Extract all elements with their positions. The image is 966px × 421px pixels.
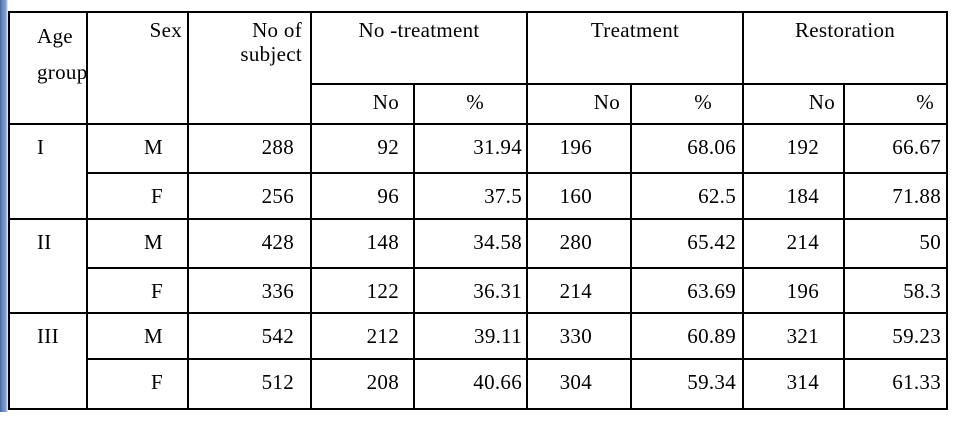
restoration-no-cell: 321 — [742, 312, 846, 360]
restoration-pct-cell: 59.23 — [843, 312, 949, 360]
restoration-pct-cell: 66.67 — [843, 123, 949, 174]
subheader-no-treatment-pct: % — [412, 83, 529, 125]
sex-cell: M — [86, 123, 189, 174]
treatment-no-cell: 196 — [526, 123, 633, 174]
no-treatment-no-cell: 148 — [310, 218, 415, 269]
age-group-cell: III — [8, 312, 88, 410]
no-treatment-no-cell: 212 — [310, 312, 415, 360]
restoration-no-cell: 196 — [742, 267, 846, 314]
sex-cell: F — [86, 172, 189, 220]
sex-cell: F — [86, 358, 189, 410]
treatment-pct-cell: 62.5 — [630, 172, 745, 220]
table-row: F 336 122 36.31 214 63.69 196 58.3 — [9, 267, 949, 314]
treatment-pct-cell: 68.06 — [630, 123, 745, 174]
no-treatment-no-cell: 92 — [310, 123, 415, 174]
page-right-edge — [947, 0, 966, 413]
treatment-no-cell: 214 — [526, 267, 633, 314]
table-row: II M 428 148 34.58 280 65.42 214 50 — [8, 218, 949, 314]
restoration-no-cell: 214 — [742, 218, 846, 269]
subheader-no-treatment-no: No — [310, 83, 415, 125]
treatment-no-cell: 304 — [526, 358, 633, 410]
subjects-cell: 288 — [187, 123, 312, 174]
treatment-pct-cell: 59.34 — [630, 358, 745, 410]
restoration-pct-cell: 61.33 — [843, 358, 949, 410]
subjects-cell: 428 — [187, 218, 312, 269]
subjects-cell: 336 — [187, 267, 312, 314]
restoration-pct-cell: 71.88 — [843, 172, 949, 220]
restoration-no-cell: 314 — [742, 358, 846, 410]
header-row-groups: Age group Sex No of subject No -treatmen… — [8, 11, 949, 125]
no-treatment-no-cell: 208 — [310, 358, 415, 410]
treatment-no-cell: 160 — [526, 172, 633, 220]
subjects-cell: 256 — [187, 172, 312, 220]
restoration-pct-cell: 50 — [843, 218, 949, 269]
table-row: F 512 208 40.66 304 59.34 314 61.33 — [9, 358, 949, 410]
no-treatment-no-cell: 96 — [310, 172, 415, 220]
no-treatment-pct-cell: 39.11 — [412, 312, 529, 360]
restoration-no-cell: 184 — [742, 172, 846, 220]
subheader-treatment-no: No — [526, 83, 633, 125]
page-left-edge — [0, 0, 8, 412]
header-restoration: Restoration — [742, 11, 949, 85]
no-treatment-pct-cell: 36.31 — [412, 267, 529, 314]
table-row: III M 542 212 39.11 330 60.89 321 59.23 — [8, 312, 949, 410]
age-group-cell: II — [8, 218, 88, 314]
header-no-treatment: No -treatment — [309, 11, 529, 85]
sex-cell: F — [86, 267, 189, 314]
treatment-pct-cell: 63.69 — [630, 267, 745, 314]
no-treatment-no-cell: 122 — [310, 267, 415, 314]
subheader-restoration-pct: % — [843, 83, 949, 125]
age-group-cell: I — [8, 123, 88, 220]
subheader-treatment-pct: % — [630, 83, 745, 125]
treatment-no-cell: 280 — [526, 218, 633, 269]
header-sex: Sex — [86, 11, 189, 125]
table-row: F 256 96 37.5 160 62.5 184 71.88 — [9, 172, 949, 220]
sex-cell: M — [86, 312, 189, 360]
header-no-of-subject: No of subject — [187, 11, 312, 125]
restoration-pct-cell: 58.3 — [843, 267, 949, 314]
subjects-cell: 512 — [187, 358, 312, 410]
no-treatment-pct-cell: 34.58 — [412, 218, 529, 269]
data-table: Age group Sex No of subject No -treatmen… — [8, 11, 949, 410]
subjects-cell: 542 — [187, 312, 312, 360]
header-treatment: Treatment — [526, 11, 745, 85]
subheader-restoration-no: No — [742, 83, 846, 125]
sex-cell: M — [86, 218, 189, 269]
header-age-group: Age group — [8, 11, 88, 125]
table-row: I M 288 92 31.94 196 68.06 192 66.67 — [8, 123, 949, 220]
header-row-sub: No % No % No % — [9, 83, 949, 125]
no-treatment-pct-cell: 37.5 — [412, 172, 529, 220]
restoration-no-cell: 192 — [742, 123, 846, 174]
no-treatment-pct-cell: 40.66 — [412, 358, 529, 410]
treatment-pct-cell: 65.42 — [630, 218, 745, 269]
treatment-no-cell: 330 — [526, 312, 633, 360]
no-treatment-pct-cell: 31.94 — [412, 123, 529, 174]
treatment-pct-cell: 60.89 — [630, 312, 745, 360]
